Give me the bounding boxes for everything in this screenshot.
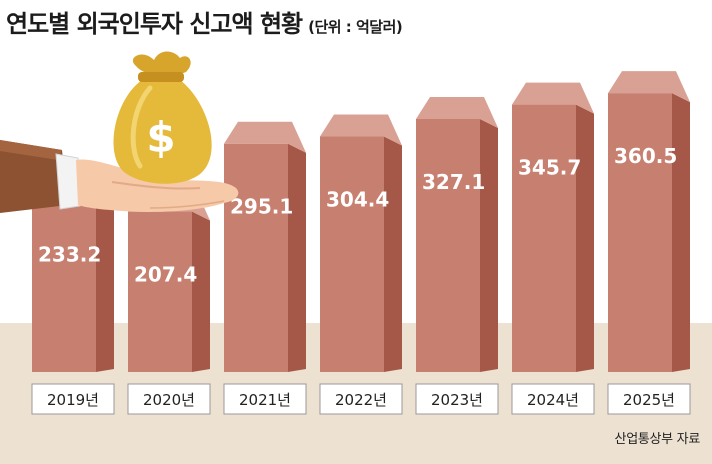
bar: 207.4 (128, 189, 210, 372)
year-label: 2022년 (319, 383, 403, 415)
bar-front (128, 211, 192, 372)
year-label-text: 2025년 (623, 391, 675, 409)
bar-value-label: 233.2 (38, 243, 101, 267)
bar-front (32, 191, 96, 372)
bar-front (512, 104, 576, 373)
bar: 327.1 (416, 96, 498, 372)
year-label-text: 2024년 (527, 391, 579, 409)
chart-title-group: 연도별 외국인투자 신고액 현황 (단위 : 억달러) (6, 4, 403, 40)
bar-value-label: 345.7 (518, 156, 581, 180)
year-label-box (607, 383, 691, 415)
hand-holding-money-bag-icon: $ (0, 51, 239, 213)
chart-unit: (단위 : 억달러) (308, 18, 403, 36)
year-label-text: 2023년 (431, 391, 483, 409)
bar-front (320, 136, 384, 372)
year-label: 2023년 (415, 383, 499, 415)
year-label-box (319, 383, 403, 415)
year-label-text: 2019년 (47, 391, 99, 409)
bar-side (384, 136, 402, 372)
bar-value-label: 360.5 (614, 144, 677, 168)
bar-front (416, 118, 480, 372)
bar-value-label: 295.1 (230, 195, 293, 219)
bar-side (480, 118, 498, 372)
year-label-text: 2021년 (239, 391, 291, 409)
bar-side (96, 191, 114, 372)
year-label-box (223, 383, 307, 415)
year-label: 2021년 (223, 383, 307, 415)
year-label-box (127, 383, 211, 415)
bar-front (224, 143, 288, 372)
year-label: 2020년 (127, 383, 211, 415)
bar-top (320, 114, 402, 146)
bar-top (416, 96, 498, 128)
bar-top (512, 82, 594, 114)
source-note: 산업통상부 자료 (614, 432, 701, 447)
year-label: 2024년 (511, 383, 595, 415)
bar: 345.7 (512, 82, 594, 373)
year-label: 2019년 (31, 383, 115, 415)
bar: 304.4 (320, 114, 402, 372)
year-labels-group: 2019년 2020년 2021년 2022년 2023년 2024년 2025년 (31, 383, 691, 415)
bar-value-label: 207.4 (134, 263, 197, 287)
bar-side (288, 143, 306, 372)
bar: 360.5 (608, 71, 690, 373)
bar: 295.1 (224, 121, 306, 372)
year-label-text: 2020년 (143, 391, 195, 409)
dollar-sign-icon: $ (146, 113, 175, 162)
bar-value-label: 304.4 (326, 188, 389, 212)
year-label-box (31, 383, 115, 415)
bar-value-label: 327.1 (422, 170, 485, 194)
year-label-text: 2022년 (335, 391, 387, 409)
year-label-box (415, 383, 499, 415)
bar-side (576, 104, 594, 373)
bar-front (608, 93, 672, 373)
bar-side (672, 93, 690, 373)
bar-top (608, 71, 690, 103)
year-label: 2025년 (607, 383, 691, 415)
year-label-box (511, 383, 595, 415)
bar-side (192, 211, 210, 372)
bar-top (224, 121, 306, 153)
chart-title: 연도별 외국인투자 신고액 현황 (6, 10, 303, 38)
